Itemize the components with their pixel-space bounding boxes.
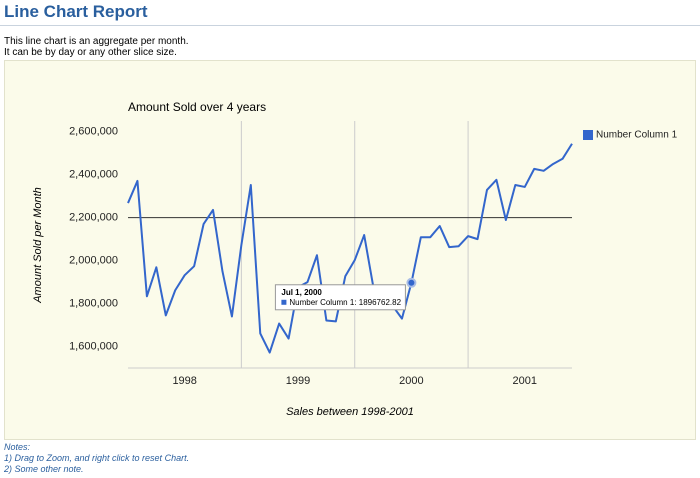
description-line: It can be by day or any other slice size…	[4, 47, 177, 58]
note: 1) Drag to Zoom, and right click to rese…	[4, 453, 190, 463]
x-tick-label: 2000	[399, 375, 423, 387]
legend-swatch	[583, 130, 593, 140]
legend-label: Number Column 1	[596, 130, 678, 141]
y-tick-label: 1,800,000	[69, 297, 118, 309]
tooltip-swatch	[281, 299, 287, 305]
notes: Notes: 1) Drag to Zoom, and right click …	[4, 442, 189, 475]
y-tick-label: 2,200,000	[69, 212, 118, 224]
y-tick-label: 2,400,000	[69, 169, 118, 181]
note: 2) Some other note.	[4, 464, 84, 474]
page-title: Line Chart Report	[4, 2, 148, 21]
chart-panel	[4, 60, 696, 440]
x-tick-label: 2001	[513, 375, 537, 387]
notes-title: Notes:	[4, 442, 31, 452]
x-tick-label: 1999	[286, 375, 310, 387]
tooltip-text: Number Column 1: 1896762.82	[289, 298, 401, 307]
series-line	[127, 143, 573, 354]
chart-title: Amount Sold over 4 years	[128, 100, 266, 114]
hover-point	[406, 277, 417, 288]
y-tick-label: 2,600,000	[69, 126, 118, 138]
description: This line chart is an aggregate per mont…	[4, 36, 189, 58]
tooltip-box	[274, 284, 406, 311]
description-line: This line chart is an aggregate per mont…	[4, 36, 189, 47]
x-tick-label: 1998	[172, 375, 196, 387]
y-axis-title: Amount Sold per Month	[32, 187, 44, 304]
header-rule	[0, 25, 700, 26]
y-tick-label: 1,600,000	[69, 340, 118, 352]
tooltip-title: Jul 1, 2000	[281, 288, 322, 297]
y-tick-label: 2,000,000	[69, 255, 118, 267]
x-axis-title: Sales between 1998-2001	[286, 406, 414, 418]
